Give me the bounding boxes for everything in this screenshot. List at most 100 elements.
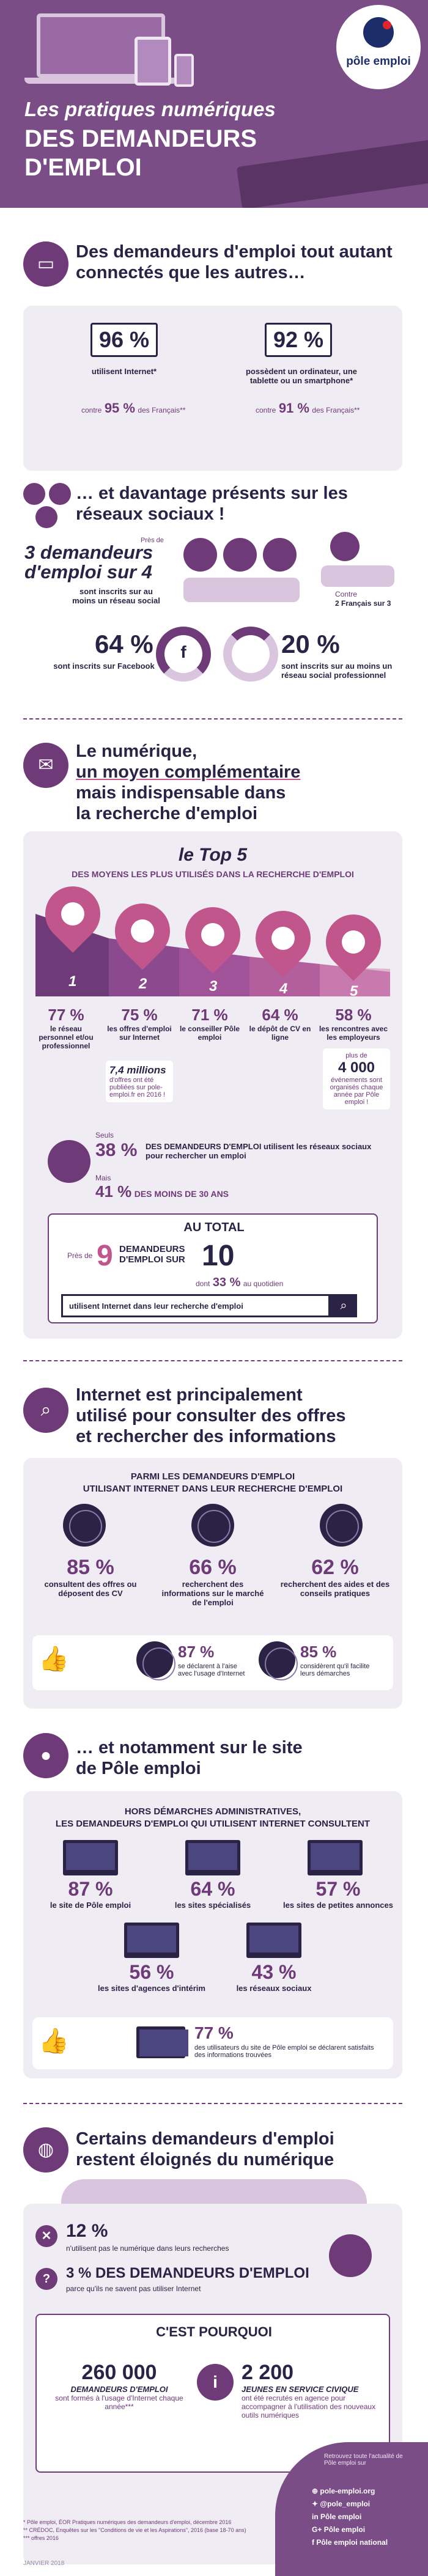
internet-use-label: recherchent des informations sur le marc… bbox=[161, 1580, 264, 1607]
internet-use-pct: 62 % bbox=[311, 1556, 359, 1579]
internet-use-2: 66 % recherchent des informations sur le… bbox=[158, 1556, 268, 1607]
googleplus-small-icon: G+ bbox=[312, 2525, 324, 2534]
logo-text: pôle emploi bbox=[346, 55, 411, 68]
millions-value: 7,4 millions bbox=[109, 1064, 166, 1076]
site-label: les réseaux sociaux bbox=[236, 1984, 312, 1993]
total-num: 9 bbox=[97, 1240, 113, 1272]
pole-emploi-site-icon: ● bbox=[23, 1733, 68, 1778]
facebook-link-text: Pôle emploi national bbox=[316, 2538, 388, 2547]
people-group-icon bbox=[183, 578, 300, 602]
young-label: DES MOINS DE 30 ANS bbox=[134, 1189, 229, 1199]
contre-text-2: contre bbox=[256, 406, 276, 414]
site-usage-4: 56 % les sites d'agences d'intérim bbox=[94, 1961, 210, 1993]
site-label: les sites spécialisés bbox=[174, 1901, 251, 1910]
top5-item-2: 75 % les offres d'emploi sur Internet bbox=[106, 1006, 173, 1042]
formed-value: 260 000 bbox=[81, 2361, 157, 2384]
social-big-stat-label: sont inscrits sur au moins un réseau soc… bbox=[72, 587, 160, 605]
footnote-1: * Pôle emploi, ÉOR Pratiques numériques … bbox=[23, 2519, 232, 2525]
section6-title-line-1: Certains demandeurs d'emploi bbox=[76, 2129, 334, 2149]
cross-icon: ✕ bbox=[35, 2225, 57, 2247]
site-usage-2: 64 % les sites spécialisés bbox=[155, 1878, 271, 1910]
screen-icon bbox=[136, 2026, 188, 2058]
top5-label: le dépôt de CV en ligne bbox=[249, 1025, 311, 1042]
facilitate-label: considèrent qu'il facilite leurs démarch… bbox=[300, 1663, 370, 1677]
daily-label: au quotidien bbox=[243, 1279, 284, 1288]
twitter-small-icon: ✦ bbox=[312, 2500, 320, 2508]
top5-pct: 71 % bbox=[191, 1006, 228, 1024]
ease-label: se déclarent à l'aise avec l'usage d'Int… bbox=[178, 1663, 245, 1677]
stat2-label: parce qu'ils ne savent pas utiliser Inte… bbox=[66, 2284, 201, 2293]
cursor-icon bbox=[48, 1140, 90, 1183]
internet-use-label: consultent des offres ou déposent des CV bbox=[44, 1580, 137, 1598]
globe-icon bbox=[320, 1504, 363, 1547]
top5-title: le Top 5 bbox=[178, 845, 248, 865]
internet-label: utilisent Internet* bbox=[91, 367, 157, 376]
french-label-2: des Français** bbox=[312, 406, 360, 414]
logo-dot-icon bbox=[383, 21, 391, 29]
facebook-link[interactable]: f Pôle emploi national bbox=[312, 2536, 425, 2549]
top5-item-3: 71 % le conseiller Pôle emploi bbox=[176, 1006, 243, 1042]
top5-item-1: 77 % le réseau personnel et/ou professio… bbox=[32, 1006, 100, 1050]
pro-donut bbox=[223, 627, 278, 682]
facebook-label: sont inscrits sur Facebook bbox=[53, 661, 155, 671]
daily-stat: dont 33 % au quotidien bbox=[196, 1276, 283, 1290]
internet-use-3: 62 % recherchent des aides et des consei… bbox=[280, 1556, 390, 1598]
twitter-link[interactable]: ✦ @pole_emploi bbox=[312, 2498, 425, 2511]
header-banner: pôle emploi Les pratiques numériques DES… bbox=[0, 0, 428, 208]
section4-title-line-2: utilisé pour consulter des offres bbox=[76, 1406, 346, 1426]
social-big-stat: 3 demandeurs d'emploi sur 4 bbox=[24, 542, 153, 583]
device-pct: 92 % bbox=[265, 323, 332, 357]
civic-label-1: JEUNES EN SERVICE CIVIQUE bbox=[242, 2385, 359, 2394]
publication-date: JANVIER 2018 bbox=[23, 2560, 65, 2567]
daily-prefix: dont bbox=[196, 1279, 210, 1288]
site-usage-3: 57 % les sites de petites annonces bbox=[277, 1878, 399, 1910]
linkedin-link[interactable]: in Pôle emploi bbox=[312, 2511, 425, 2523]
site-link[interactable]: ⊕ pole-emploi.org bbox=[312, 2485, 425, 2498]
screen-icon bbox=[308, 1840, 363, 1875]
people-group-icon bbox=[321, 565, 394, 587]
top5-num-4: 4 bbox=[279, 981, 288, 997]
facebook-f-icon: f bbox=[180, 642, 186, 661]
screen-icon bbox=[124, 1923, 179, 1958]
linkedin-small-icon: in bbox=[312, 2512, 320, 2521]
formed-label-1: DEMANDEURS D'EMPLOI bbox=[70, 2385, 168, 2394]
section4-title: Internet est principalement utilisé pour… bbox=[76, 1385, 406, 1447]
french-internet-pct: 95 % bbox=[104, 400, 135, 416]
tablet-illustration bbox=[135, 37, 171, 86]
internet-compare: contre 95 % des Français** bbox=[81, 400, 204, 416]
top5-label: le conseiller Pôle emploi bbox=[179, 1025, 240, 1042]
section4-panel: PARMI LES DEMANDEURS D'EMPLOI UTILISANT … bbox=[23, 1458, 402, 1709]
check-person-icon bbox=[263, 538, 297, 572]
globe-disconnected-icon: ◍ bbox=[23, 2127, 68, 2173]
section3-title: Le numérique, un moyen complémentaire ma… bbox=[76, 741, 394, 824]
search-bar: utilisent Internet dans leur recherche d… bbox=[61, 1294, 330, 1317]
divider bbox=[23, 1360, 402, 1361]
top5-num-3: 3 bbox=[209, 978, 218, 995]
top5-pct: 64 % bbox=[262, 1006, 298, 1024]
twitter-icon bbox=[35, 506, 57, 528]
events-callout: plus de 4 000 événements sont organisés … bbox=[323, 1048, 390, 1110]
stat1-label: n'utilisent pas le numérique dans leurs … bbox=[66, 2244, 229, 2253]
section5-subtitle-2: LES DEMANDEURS D'EMPLOI QUI UTILISENT IN… bbox=[55, 1819, 371, 1829]
pro-label: sont inscrits sur au moins un réseau soc… bbox=[281, 661, 393, 680]
top5-item-4: 64 % le dépôt de CV en ligne bbox=[246, 1006, 314, 1042]
top5-pct: 58 % bbox=[335, 1006, 372, 1024]
googleplus-link[interactable]: G+ Pôle emploi bbox=[312, 2523, 425, 2536]
device-label: possèdent un ordinateur, une tablette ou… bbox=[245, 367, 358, 385]
search-icon: ⌕ bbox=[330, 1294, 357, 1317]
section3-title-line-2: un moyen complémentaire bbox=[76, 762, 301, 782]
footnotes: * Pôle emploi, ÉOR Pratiques numériques … bbox=[23, 2519, 268, 2542]
ease-pct: 87 % bbox=[178, 1643, 215, 1661]
divider bbox=[23, 2103, 402, 2104]
top5-label: le réseau personnel et/ou professionnel bbox=[39, 1025, 94, 1050]
formed-stat: 260 000 DEMANDEURS D'EMPLOI sont formés … bbox=[49, 2361, 190, 2411]
site-pct: 64 % bbox=[190, 1878, 235, 1900]
section5-title-line-1: … et notamment sur le site bbox=[76, 1738, 303, 1757]
top5-bar-4 bbox=[249, 957, 320, 996]
search-bar-text: utilisent Internet dans leur recherche d… bbox=[69, 1301, 243, 1311]
stat1-pct: 12 % bbox=[66, 2221, 108, 2241]
globe-small-icon: ⊕ bbox=[312, 2487, 320, 2495]
contre-label: Contre bbox=[335, 590, 358, 598]
why-title: C'EST POURQUOI bbox=[156, 2324, 272, 2339]
footer-social-panel: Retrouvez toute l'actualité de Pôle empl… bbox=[275, 2442, 428, 2576]
